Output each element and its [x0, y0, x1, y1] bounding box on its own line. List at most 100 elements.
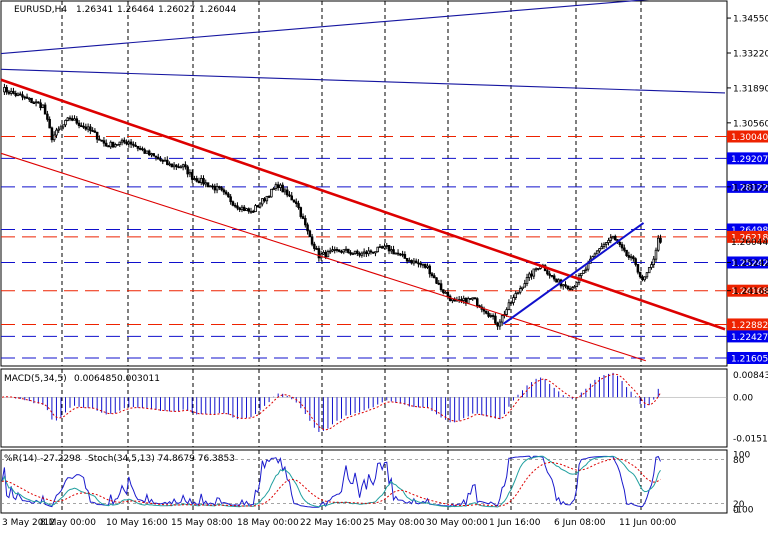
x-tick-label: 22 May 16:00 — [300, 518, 362, 528]
candle-body — [247, 208, 251, 212]
candle-body — [229, 196, 232, 203]
candle-body — [186, 166, 189, 175]
wpr-line — [1, 455, 661, 508]
candle-body — [573, 286, 576, 289]
candle-body — [215, 186, 219, 191]
candle-body — [84, 126, 88, 130]
candle-body — [654, 249, 658, 260]
chart-header-low: 1.26027 — [158, 5, 195, 15]
x-tick-label: 25 May 08:00 — [363, 518, 425, 528]
candle-body — [23, 96, 27, 99]
candle-body — [292, 199, 296, 203]
candle-body — [245, 208, 248, 211]
candle-body — [3, 87, 6, 93]
candle-body — [299, 207, 303, 217]
candle-body — [399, 253, 402, 256]
candle-body — [546, 270, 549, 275]
candle-body — [317, 248, 321, 259]
candle-body — [143, 149, 146, 154]
candle-body — [337, 249, 341, 252]
candle-body — [166, 159, 169, 165]
candle-body — [258, 203, 262, 208]
candle-body — [261, 198, 264, 205]
price-level-tag — [727, 318, 768, 331]
candle-body — [190, 172, 194, 180]
candle-body — [460, 299, 463, 302]
y-tick-label: 1.33220 — [733, 49, 768, 59]
candle-body — [380, 246, 384, 249]
y-tick-label: 1.28122 — [733, 183, 768, 193]
candle-body — [500, 315, 504, 323]
candle-body — [405, 258, 409, 262]
candle-body — [595, 250, 599, 255]
candle-body — [188, 172, 192, 175]
macd-histogram — [1, 372, 727, 432]
candle-body — [629, 256, 633, 259]
candle-body — [410, 260, 413, 264]
candle-body — [199, 178, 203, 184]
osc-label-stoch: Stoch(34,5,13) 74.8679 76.3853 — [88, 454, 235, 464]
candle-body — [161, 159, 165, 162]
candle-body — [34, 101, 38, 104]
candle-body — [600, 246, 603, 250]
candle-body — [367, 250, 370, 255]
candle-body — [37, 101, 40, 104]
candle-body — [396, 252, 400, 255]
price-level-value: 1.29207 — [731, 155, 768, 165]
candle-body — [41, 104, 45, 109]
candle-body — [59, 126, 63, 130]
candle-body — [57, 128, 60, 131]
macd-y-tick-label: -0.015122 — [733, 434, 768, 444]
candle-body — [390, 249, 393, 252]
candle-body — [485, 310, 488, 314]
candle-body — [82, 125, 85, 128]
candle-body — [568, 288, 572, 290]
candle-body — [552, 275, 556, 280]
candle-body — [231, 201, 235, 206]
candle-body — [123, 139, 126, 143]
trendline-red-thick — [0, 78, 726, 331]
candle-body — [442, 289, 445, 293]
candle-body — [134, 144, 137, 147]
candle-body — [534, 268, 538, 271]
trendline-blue-thin — [0, 0, 650, 55]
candle-body — [111, 141, 115, 148]
macd-signal-line — [2, 373, 661, 431]
candle-body — [342, 249, 346, 253]
candle-body — [89, 126, 92, 131]
candle-body — [7, 91, 11, 94]
candle-body — [159, 158, 162, 161]
macd-label-main: 0.006485 — [74, 374, 117, 384]
candle-body — [356, 250, 359, 254]
candle-body — [9, 90, 13, 94]
trendlines[interactable] — [0, 0, 726, 362]
price-level-value: 1.26218 — [731, 233, 768, 243]
horizontal-levels[interactable]: 1.300401.292071.281221.264981.262181.252… — [1, 130, 768, 364]
price-level-value: 1.21605 — [731, 354, 768, 364]
stoch-main-line — [1, 455, 661, 508]
candle-body — [213, 185, 217, 191]
candle-body — [222, 189, 226, 193]
trendline-blue-thin — [0, 68, 726, 94]
candle-body — [652, 258, 655, 265]
candle-body — [335, 249, 339, 251]
price-level-tag — [727, 330, 768, 343]
candle-body — [482, 308, 486, 312]
candle-body — [349, 252, 352, 255]
candle-body — [152, 153, 155, 157]
candle-body — [279, 184, 282, 188]
candle-body — [25, 96, 29, 99]
price-level-tag — [727, 180, 768, 193]
candle-body — [634, 258, 637, 265]
candle-body — [417, 262, 420, 265]
candle-body — [141, 148, 144, 151]
candle-body — [304, 218, 307, 226]
candle-body — [602, 243, 606, 248]
candle-body — [598, 248, 601, 252]
candle-body — [489, 315, 493, 317]
candle-body — [344, 248, 348, 251]
candle-body — [625, 249, 628, 256]
candle-body — [125, 141, 128, 145]
